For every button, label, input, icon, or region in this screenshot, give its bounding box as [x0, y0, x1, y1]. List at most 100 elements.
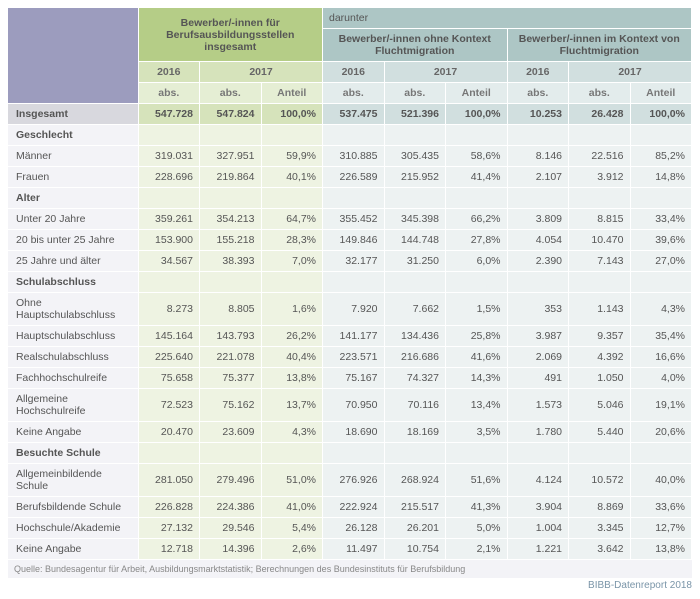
- cell: 41,3%: [446, 497, 508, 518]
- cell: 310.885: [323, 146, 385, 167]
- cell: 276.926: [323, 464, 385, 497]
- cell: 32.177: [323, 251, 385, 272]
- cell: 18.690: [323, 422, 385, 443]
- cell: 5.440: [569, 422, 631, 443]
- cell: 224.386: [200, 497, 262, 518]
- section-title: Schulabschluss: [8, 272, 138, 293]
- table-row: Hochschule/Akademie 27.132 29.546 5,4% 2…: [8, 518, 692, 539]
- hdr-darunter: darunter: [323, 8, 692, 29]
- cell: 35,4%: [630, 326, 692, 347]
- year-2017: 2017: [569, 62, 692, 83]
- cell: 40,1%: [261, 167, 323, 188]
- cell: 33,6%: [630, 497, 692, 518]
- cell: 26,2%: [261, 326, 323, 347]
- cell: 354.213: [200, 209, 262, 230]
- cell: 27,0%: [630, 251, 692, 272]
- cell: 7.143: [569, 251, 631, 272]
- cell: 40,4%: [261, 347, 323, 368]
- hdr-group2: Bewerber/-innen ohne Kontext Fluchtmigra…: [323, 29, 508, 62]
- cell: 70.950: [323, 389, 385, 422]
- cell: 1.143: [569, 293, 631, 326]
- col-abs: abs.: [569, 83, 631, 104]
- table-row: Keine Angabe 12.718 14.396 2,6% 11.497 1…: [8, 539, 692, 560]
- hdr-group3: Bewerber/-innen im Kontext von Fluchtmig…: [507, 29, 692, 62]
- cell: 1.050: [569, 368, 631, 389]
- year-2017: 2017: [384, 62, 507, 83]
- cell: 547.728: [138, 104, 200, 125]
- cell: 491: [507, 368, 569, 389]
- section-header: Schulabschluss: [8, 272, 692, 293]
- row-label: Allgemeine Hochschulreife: [8, 389, 138, 422]
- cell: 18.169: [384, 422, 446, 443]
- cell: 305.435: [384, 146, 446, 167]
- cell: 12,7%: [630, 518, 692, 539]
- col-abs: abs.: [384, 83, 446, 104]
- cell: 29.546: [200, 518, 262, 539]
- cell: 8.146: [507, 146, 569, 167]
- cell: 41,4%: [446, 167, 508, 188]
- hdr-group1: Bewerber/-innen für Berufsausbildungsste…: [138, 8, 323, 62]
- cell: 281.050: [138, 464, 200, 497]
- cell: 7,0%: [261, 251, 323, 272]
- row-label: Ohne Hauptschulabschluss: [8, 293, 138, 326]
- cell: 64,7%: [261, 209, 323, 230]
- cell: 1.004: [507, 518, 569, 539]
- row-label: Männer: [8, 146, 138, 167]
- cell: 2.107: [507, 167, 569, 188]
- cell: 3.987: [507, 326, 569, 347]
- col-abs: abs.: [323, 83, 385, 104]
- cell: 66,2%: [446, 209, 508, 230]
- data-table: Bewerber/-innen für Berufsausbildungsste…: [8, 8, 692, 560]
- cell: 216.686: [384, 347, 446, 368]
- cell: 143.793: [200, 326, 262, 347]
- cell: 41,0%: [261, 497, 323, 518]
- cell: 268.924: [384, 464, 446, 497]
- cell: 6,0%: [446, 251, 508, 272]
- cell: 23.609: [200, 422, 262, 443]
- cell: 1.573: [507, 389, 569, 422]
- table-row: Fachhochschulreife 75.658 75.377 13,8% 7…: [8, 368, 692, 389]
- cell: 547.824: [200, 104, 262, 125]
- cell: 14,8%: [630, 167, 692, 188]
- year-2017: 2017: [200, 62, 323, 83]
- table-row: Unter 20 Jahre 359.261 354.213 64,7% 355…: [8, 209, 692, 230]
- cell: 28,3%: [261, 230, 323, 251]
- cell: 75.162: [200, 389, 262, 422]
- cell: 2.390: [507, 251, 569, 272]
- cell: 3.345: [569, 518, 631, 539]
- cell: 16,6%: [630, 347, 692, 368]
- cell: 327.951: [200, 146, 262, 167]
- cell: 38.393: [200, 251, 262, 272]
- cell: 58,6%: [446, 146, 508, 167]
- cell: 155.218: [200, 230, 262, 251]
- cell: 4.054: [507, 230, 569, 251]
- row-label: Hauptschulabschluss: [8, 326, 138, 347]
- cell: 75.658: [138, 368, 200, 389]
- table-row: Realschulabschluss 225.640 221.078 40,4%…: [8, 347, 692, 368]
- cell: 153.900: [138, 230, 200, 251]
- cell: 51,6%: [446, 464, 508, 497]
- table-row: Keine Angabe 20.470 23.609 4,3% 18.690 1…: [8, 422, 692, 443]
- col-abs: abs.: [507, 83, 569, 104]
- cell: 355.452: [323, 209, 385, 230]
- cell: 353: [507, 293, 569, 326]
- cell: 149.846: [323, 230, 385, 251]
- cell: 39,6%: [630, 230, 692, 251]
- cell: 219.864: [200, 167, 262, 188]
- cell: 7.662: [384, 293, 446, 326]
- cell: 1,5%: [446, 293, 508, 326]
- cell: 10.253: [507, 104, 569, 125]
- cell: 1.780: [507, 422, 569, 443]
- cell: 2,1%: [446, 539, 508, 560]
- cell: 12.718: [138, 539, 200, 560]
- cell: 13,8%: [261, 368, 323, 389]
- cell: 70.116: [384, 389, 446, 422]
- cell: 33,4%: [630, 209, 692, 230]
- source-right: BIBB-Datenreport 2018: [8, 578, 692, 591]
- cell: 145.164: [138, 326, 200, 347]
- cell: 345.398: [384, 209, 446, 230]
- cell: 9.357: [569, 326, 631, 347]
- cell: 5,4%: [261, 518, 323, 539]
- table-row: Frauen 228.696 219.864 40,1% 226.589 215…: [8, 167, 692, 188]
- table-row: Ohne Hauptschulabschluss 8.273 8.805 1,6…: [8, 293, 692, 326]
